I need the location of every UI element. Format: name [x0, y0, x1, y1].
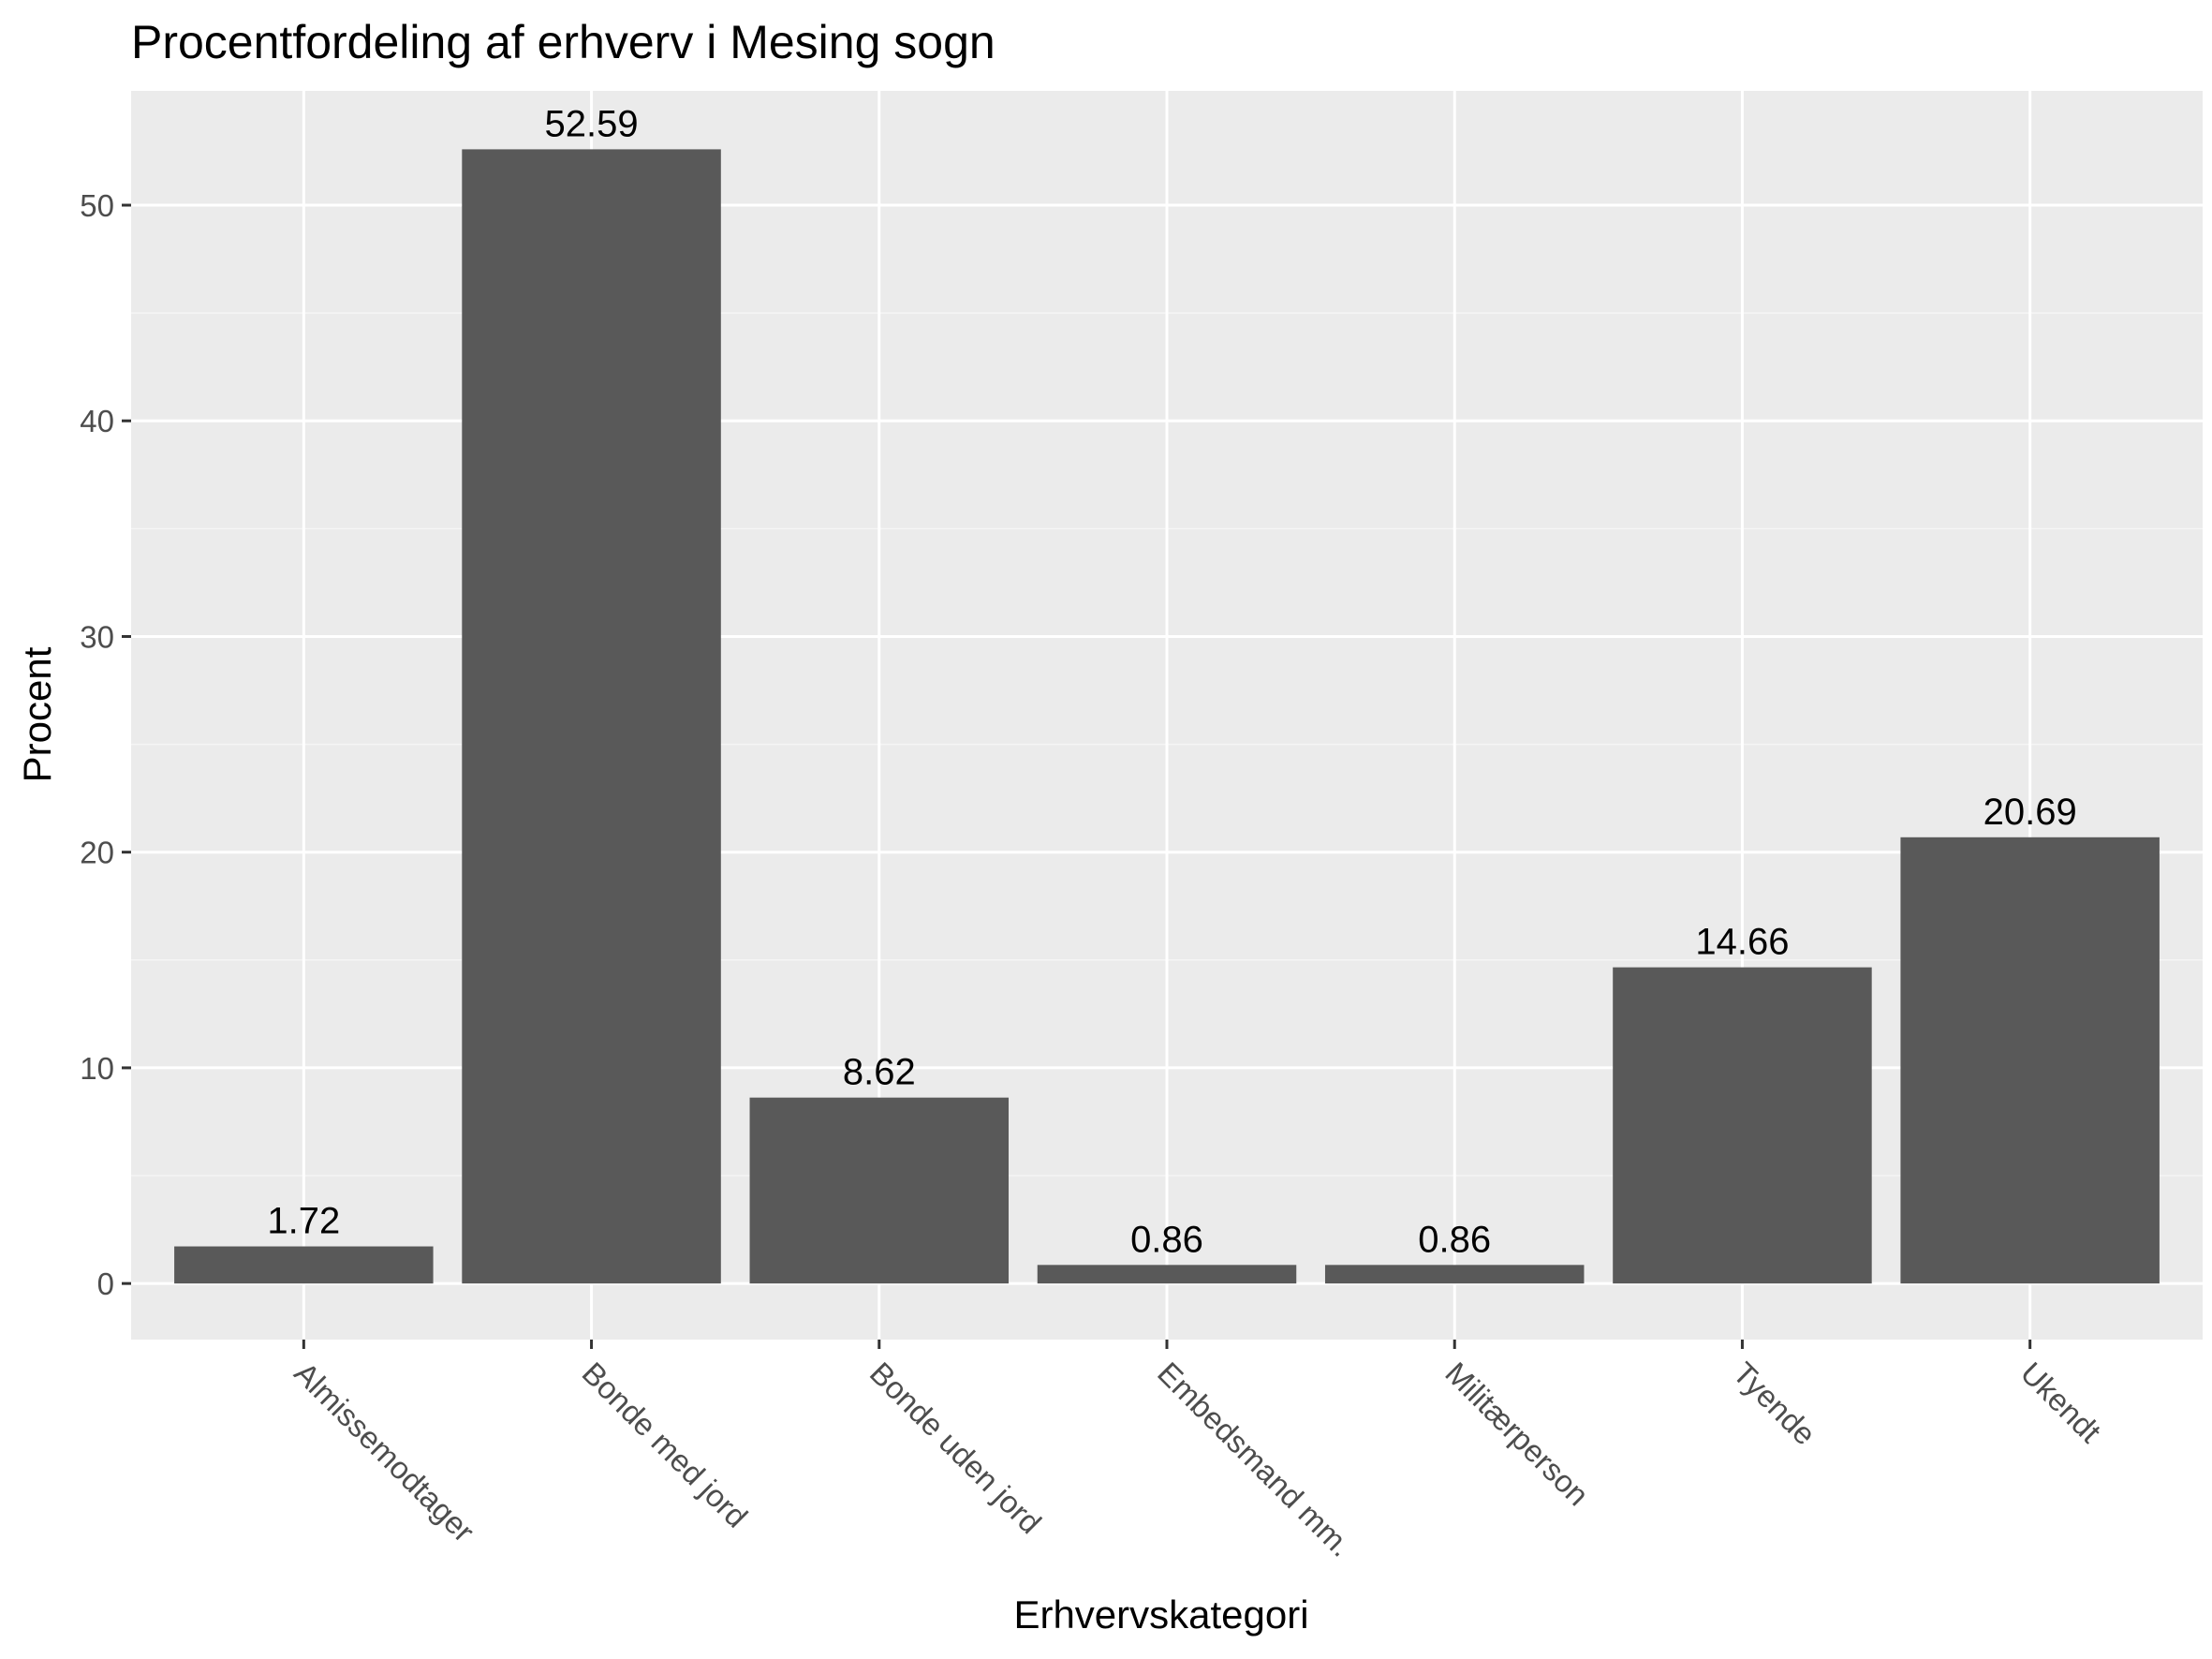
y-axis: 0 10 20 30 40 50: [80, 188, 131, 1301]
x-tick-label: Tyende: [1726, 1355, 1822, 1452]
bar: [1037, 1265, 1297, 1284]
x-axis: Almissemodtager Bonde med jord Bonde uden …: [288, 1340, 2108, 1563]
bar: [1324, 1265, 1585, 1284]
chart-title: Procentfordeling af erhverv i Mesing sog…: [131, 16, 995, 68]
data-label: 8.62: [843, 1052, 916, 1093]
x-tick-label: Ukendt: [2014, 1355, 2108, 1449]
x-tick-label: Bonde med jord: [576, 1355, 755, 1534]
y-tick-label: 40: [80, 404, 114, 438]
x-axis-title: Erhvervskategori: [1013, 1592, 1308, 1637]
data-label: 1.72: [267, 1201, 340, 1242]
y-tick-label: 50: [80, 188, 114, 223]
bar: [1613, 967, 1872, 1284]
x-tick-label: Militærperson: [1438, 1355, 1596, 1513]
data-label: 14.66: [1695, 922, 1789, 963]
bar: [462, 149, 721, 1284]
y-tick-label: 30: [80, 619, 114, 654]
x-tick-label: Embedsmand mm.: [1151, 1355, 1359, 1563]
y-tick-label: 10: [80, 1051, 114, 1086]
bar: [174, 1246, 434, 1284]
bar: [1900, 837, 2160, 1284]
x-tick-label: Almissemodtager: [288, 1355, 480, 1548]
x-tick-label: Bonde uden jord: [863, 1355, 1048, 1540]
data-label: 0.86: [1130, 1219, 1203, 1260]
y-axis-title: Procent: [15, 646, 59, 782]
bar: [749, 1097, 1010, 1284]
data-labels: 1.72 52.59 8.62 0.86 0.86 14.66 20.69: [267, 103, 2076, 1260]
data-label: 52.59: [545, 103, 639, 144]
bars: [174, 149, 2160, 1284]
data-label: 0.86: [1418, 1219, 1491, 1260]
data-label: 20.69: [1983, 792, 2077, 833]
y-tick-label: 0: [97, 1266, 114, 1301]
y-tick-label: 20: [80, 836, 114, 870]
